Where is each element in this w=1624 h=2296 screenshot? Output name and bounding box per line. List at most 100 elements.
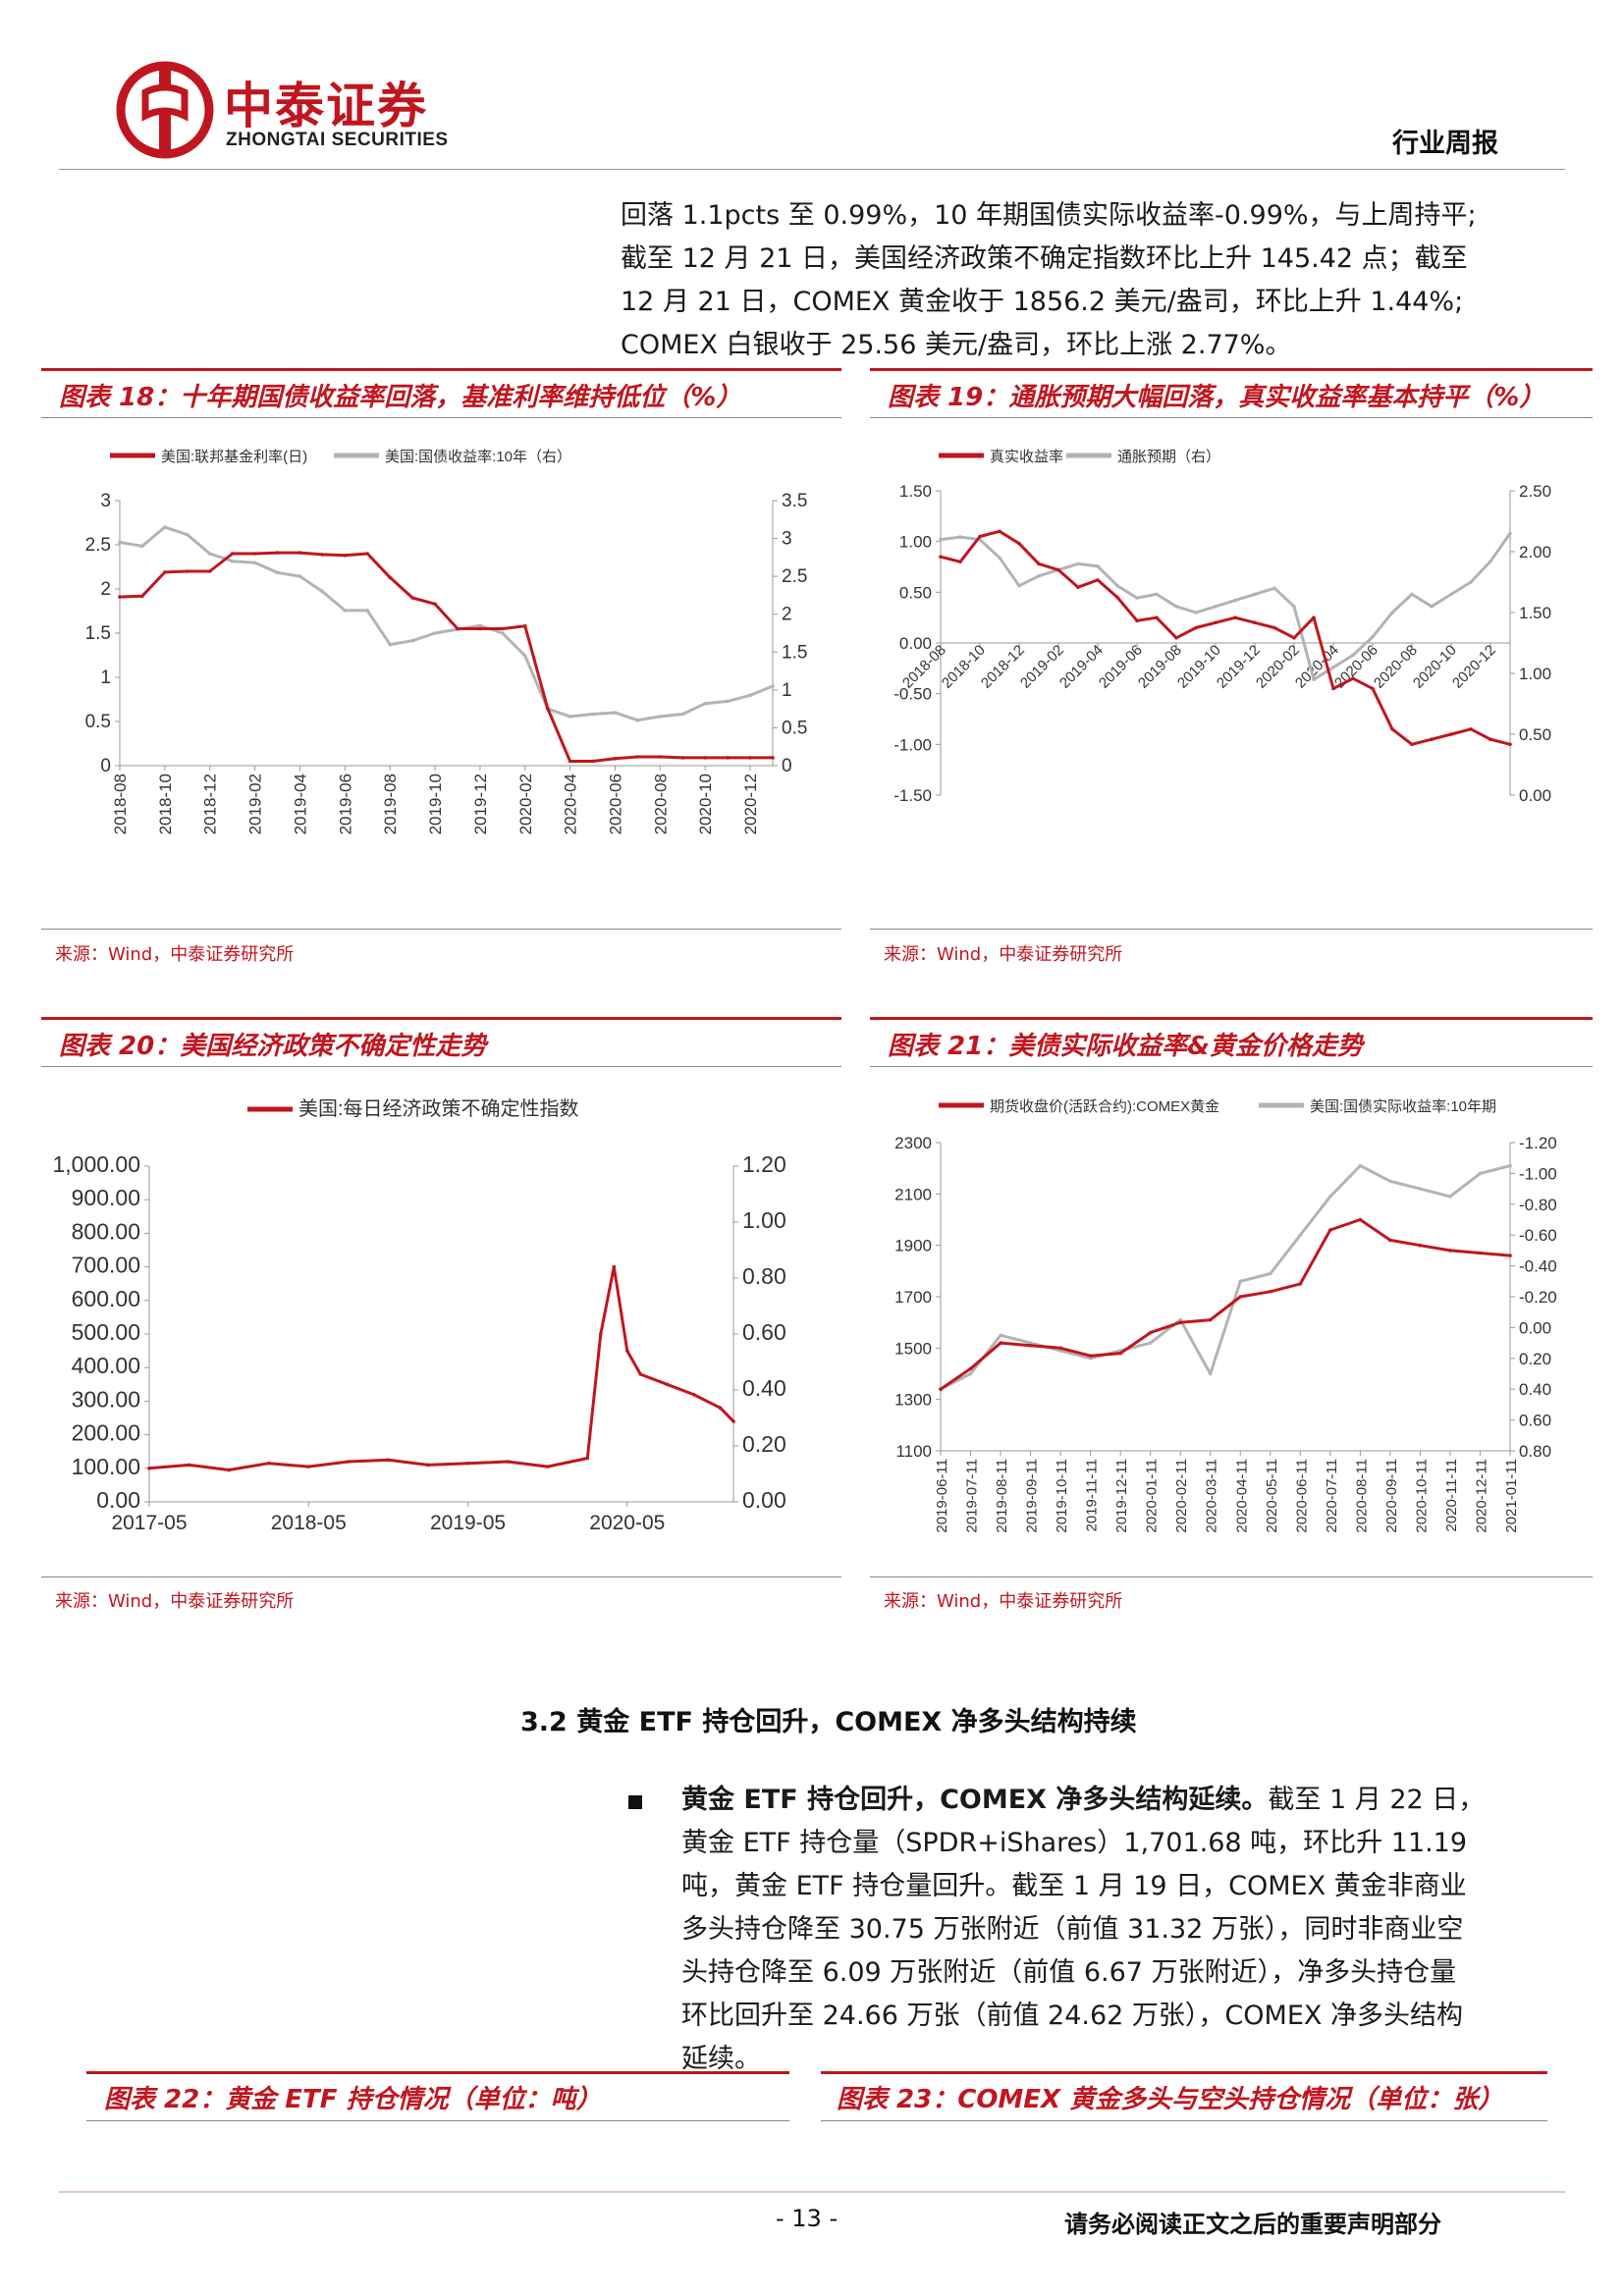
series-point	[1358, 1163, 1363, 1168]
series-point	[186, 569, 189, 573]
series-point	[388, 642, 393, 647]
y-tick-label-left: 1,000.00	[52, 1151, 140, 1177]
series-point	[1448, 1249, 1452, 1253]
figure-top-rule	[821, 2071, 1547, 2074]
series-point	[306, 1465, 311, 1468]
y-tick-label-left: 1100	[895, 1442, 932, 1461]
y-tick-label-right: 2.00	[1519, 543, 1551, 561]
series-point	[275, 551, 280, 555]
x-tick-label: 2020-05-11	[1264, 1459, 1280, 1533]
footer-divider	[59, 2191, 1565, 2193]
figure-19-source: 来源：Wind，中泰证券研究所	[884, 944, 1123, 965]
x-tick-label: 2018-08	[111, 774, 130, 834]
figure-bottom-rule	[41, 1576, 841, 1577]
y-tick-label-left: 2	[100, 579, 111, 600]
y-tick-label-left: 100.00	[72, 1454, 140, 1479]
series-point	[1508, 1254, 1512, 1257]
figure-20-source: 来源：Wind，中泰证券研究所	[55, 1591, 295, 1612]
series-point	[590, 759, 595, 764]
y-tick-label-left: 2.5	[85, 535, 111, 556]
bullet-line: 头持仓降至 6.09 万张附近（前值 6.67 万张附近），净多头持仓量	[681, 1957, 1457, 1988]
series-point	[680, 712, 685, 717]
series-point	[147, 1467, 151, 1470]
legend-label: 美国:联邦基金利率(日)	[161, 449, 307, 465]
y-tick-label-right: -0.60	[1519, 1226, 1557, 1245]
bullet-first-line: 黄金 ETF 持仓回升，COMEX 净多头结构延续。截至 1 月 22 日，	[681, 1779, 1565, 1822]
series-line	[940, 529, 1511, 746]
x-tick-label: 2019-08	[381, 774, 400, 834]
series-point	[612, 1264, 617, 1269]
series-point	[1418, 1243, 1423, 1248]
series-point	[1056, 567, 1060, 572]
series-point	[625, 1349, 629, 1353]
series-point	[958, 560, 962, 564]
series-point	[680, 756, 685, 760]
series-point	[266, 1461, 271, 1466]
series-point	[658, 715, 663, 719]
series-point	[999, 1333, 1002, 1338]
series-point	[426, 1463, 430, 1468]
series-line	[119, 551, 773, 763]
y-tick-label-left: 300.00	[72, 1386, 140, 1412]
series-point	[501, 626, 505, 631]
series-point	[1292, 605, 1296, 609]
x-tick-label: 2020-09-11	[1383, 1459, 1400, 1533]
x-tick-label: 2020-12	[741, 774, 760, 834]
y-tick-label-right: 0.40	[1519, 1380, 1551, 1399]
figure-title-rule	[821, 2120, 1547, 2121]
y-tick-label-right: -0.20	[1519, 1288, 1557, 1307]
series-point	[1088, 1354, 1093, 1358]
figure-top-rule	[41, 1017, 841, 1020]
y-tick-label-right: 3.5	[782, 491, 807, 511]
series-point	[1272, 625, 1276, 630]
series-point	[1174, 636, 1178, 640]
series-point	[163, 570, 167, 574]
series-point	[1508, 1163, 1512, 1168]
series-point	[1371, 686, 1375, 691]
x-tick-label: 2019-12	[471, 774, 490, 834]
x-tick-label: 2020-07-11	[1324, 1459, 1340, 1533]
y-tick-label-left: 600.00	[72, 1286, 140, 1311]
series-point	[1331, 686, 1335, 691]
figure-title-rule	[870, 417, 1593, 418]
series-point	[999, 1341, 1002, 1345]
series-point	[731, 1419, 735, 1423]
series-point	[1328, 1228, 1332, 1232]
y-tick-label-right: 0.00	[742, 1487, 786, 1513]
series-point	[1430, 605, 1434, 609]
series-point	[1292, 636, 1296, 640]
series-point	[1469, 727, 1473, 731]
x-tick-label: 2019-11-11	[1084, 1459, 1101, 1532]
series-point	[1155, 592, 1159, 597]
series-point	[590, 712, 595, 717]
series-point	[1298, 1233, 1303, 1237]
series-point	[1233, 598, 1237, 603]
series-point	[1058, 1346, 1062, 1351]
series-point	[1390, 727, 1394, 731]
series-point	[635, 755, 640, 759]
series-point	[186, 532, 189, 537]
y-tick-label-right: 2	[782, 605, 792, 625]
y-tick-label-right: -1.00	[1519, 1164, 1557, 1183]
figure-top-rule	[870, 368, 1593, 371]
x-tick-label: 2020-06	[606, 774, 624, 834]
series-point	[703, 756, 707, 760]
series-line	[148, 1265, 735, 1471]
series-point	[523, 624, 527, 628]
figure-top-rule	[41, 368, 841, 371]
series-point	[523, 654, 527, 658]
series-point	[1269, 1271, 1272, 1276]
figure-title-rule	[870, 1066, 1593, 1067]
series-point	[1390, 611, 1394, 614]
y-tick-label-left: 1900	[894, 1237, 932, 1255]
bullet-line: 环比回升至 24.66 万张（前值 24.62 万张），COMEX 净多头结构	[681, 2001, 1463, 2031]
series-point	[638, 1372, 643, 1376]
series-point	[599, 1332, 603, 1336]
series-point	[1328, 1195, 1332, 1199]
chart-f18: 0 0.5 1 1.5 2 2.5 3 0 0.5 1 1.5 2 2.5 3 3.5 2018-08 2018…	[85, 449, 808, 834]
series-point	[501, 631, 505, 635]
x-tick-label: 2019-12-11	[1113, 1459, 1130, 1533]
series-point	[613, 757, 618, 761]
y-tick-label-left: 1.50	[899, 482, 932, 501]
series-point	[568, 715, 572, 719]
